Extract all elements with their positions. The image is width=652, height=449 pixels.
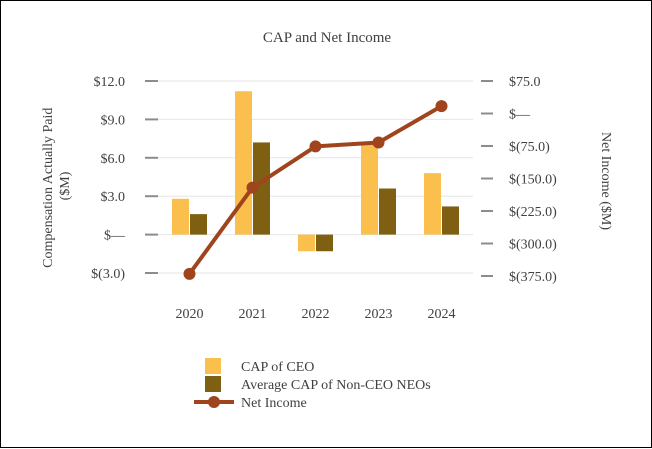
right-tick-label: $(75.0) <box>509 140 550 155</box>
net-income-polyline <box>187 104 443 276</box>
left-axis-label-line-1: Compensation Actually Paid <box>41 108 56 268</box>
right-tick-label: $(150.0) <box>509 173 557 188</box>
bar-cap-of-ceo-2023 <box>361 143 378 235</box>
legend-swatch-cap-of-ceo <box>205 358 221 374</box>
right-tick-label: $— <box>509 108 531 123</box>
legend-swatch-marker <box>208 396 220 408</box>
legend-label-cap-of-ceo: CAP of CEO <box>241 360 314 375</box>
bar-average-cap-of-non-ceo-neos-2023 <box>379 188 396 235</box>
legend-label-net-income: Net Income <box>241 396 307 411</box>
x-tick-label-2022: 2022 <box>302 307 330 322</box>
left-tick-label: $(3.0) <box>91 267 125 282</box>
chart-title: CAP and Net Income <box>263 30 392 46</box>
net-income-point-2024 <box>435 100 448 113</box>
left-tick-label: $12.0 <box>94 75 126 90</box>
right-tick-label: $75.0 <box>509 75 541 90</box>
legend-label-average-cap-of-non-ceo-neos: Average CAP of Non-CEO NEOs <box>241 378 431 393</box>
bar-cap-of-ceo-2021 <box>235 91 252 235</box>
net-income-point-2023 <box>372 136 385 149</box>
x-tick-label-2024: 2024 <box>428 307 456 322</box>
left-tick-label: $9.0 <box>101 113 126 128</box>
right-axis-label: Net Income ($M) <box>598 132 613 230</box>
bar-average-cap-of-non-ceo-neos-2022 <box>316 234 333 252</box>
right-tick-label: $(225.0) <box>509 205 557 220</box>
bars <box>172 91 459 252</box>
bar-average-cap-of-non-ceo-neos-2020 <box>190 214 207 235</box>
right-axis-ticks: $75.0 $— $(75.0) $(150.0) $(225.0) $(300.0) $(… <box>481 75 557 285</box>
x-axis-ticks: 2020 2021 2022 2023 2024 <box>176 307 456 322</box>
bar-cap-of-ceo-2022 <box>298 234 315 252</box>
net-income-point-2022 <box>309 140 322 153</box>
left-axis-label-line-2: ($M) <box>58 171 73 200</box>
net-income-point-2021 <box>246 181 259 194</box>
net-income-point-2020 <box>183 267 196 280</box>
left-tick-label: $— <box>104 229 126 244</box>
left-axis-label: Compensation Actually Paid ($M) <box>41 104 73 268</box>
bar-average-cap-of-non-ceo-neos-2024 <box>442 206 459 235</box>
bar-cap-of-ceo-2020 <box>172 198 189 235</box>
left-tick-label: $3.0 <box>101 190 126 205</box>
net-income-line <box>183 100 448 280</box>
right-tick-label: $(375.0) <box>509 270 557 285</box>
bar-average-cap-of-non-ceo-neos-2021 <box>253 142 270 235</box>
left-axis-ticks: $12.0 $9.0 $6.0 $3.0 $— $(3.0) <box>91 75 158 282</box>
right-tick-label: $(300.0) <box>509 238 557 253</box>
bar-cap-of-ceo-2024 <box>424 173 441 235</box>
legend: CAP of CEO Average CAP of Non-CEO NEOs Net… <box>194 358 431 411</box>
x-tick-label-2023: 2023 <box>365 307 393 322</box>
gridlines <box>158 80 473 274</box>
legend-swatch-average-cap-of-non-ceo-neos <box>205 376 221 392</box>
x-tick-label-2021: 2021 <box>239 307 267 322</box>
left-tick-label: $6.0 <box>101 152 126 167</box>
x-tick-label-2020: 2020 <box>176 307 204 322</box>
